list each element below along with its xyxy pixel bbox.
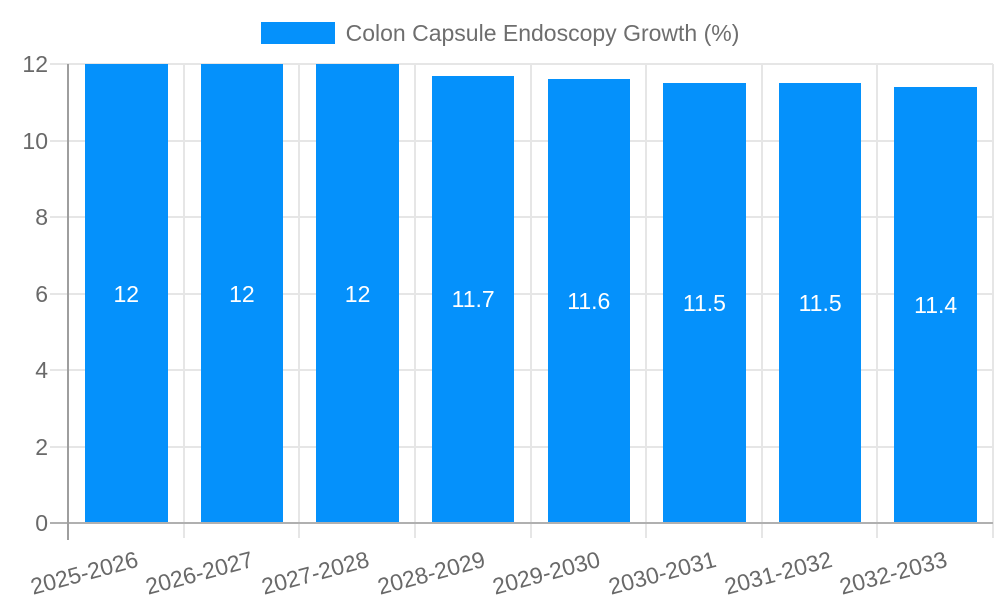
- y-axis-label: 10: [22, 127, 48, 154]
- gridline: [50, 445, 993, 448]
- bar-value-label: 11.4: [914, 292, 958, 318]
- x-axis-baseline: [50, 522, 993, 524]
- x-axis-label: 2028-2029: [374, 546, 488, 600]
- x-axis-label: 2032-2033: [836, 546, 950, 600]
- y-axis-label: 8: [35, 204, 48, 230]
- vertical-gridline: [413, 64, 416, 538]
- vertical-gridline: [529, 64, 532, 538]
- bar[interactable]: [663, 83, 746, 523]
- y-axis-label: 2: [35, 433, 48, 460]
- bar[interactable]: [431, 75, 515, 523]
- bar-value-label: 11.5: [682, 290, 726, 317]
- x-axis-label: 2030-2031: [605, 546, 719, 600]
- bar[interactable]: [778, 83, 862, 523]
- y-axis-label: 4: [35, 357, 48, 383]
- y-axis-label: 6: [35, 280, 48, 307]
- vertical-gridline: [760, 64, 763, 538]
- vertical-gridline: [298, 64, 301, 538]
- bar[interactable]: [85, 64, 168, 523]
- x-axis-label: 2027-2028: [258, 546, 372, 600]
- vertical-gridline: [645, 64, 648, 538]
- bar[interactable]: [200, 64, 284, 523]
- bar-value-label: 12: [344, 280, 371, 307]
- bar-value-label: 11.6: [567, 288, 611, 315]
- gridline: [50, 216, 993, 218]
- gridline: [50, 369, 993, 371]
- bar[interactable]: [316, 64, 399, 523]
- y-axis-label: 12: [22, 51, 48, 77]
- vertical-gridline: [992, 64, 994, 538]
- x-axis-label: 2025-2026: [27, 546, 141, 600]
- bar[interactable]: [547, 79, 631, 523]
- bar-value-label: 12: [113, 280, 140, 307]
- x-axis-label: 2029-2030: [490, 546, 604, 600]
- gridline: [50, 292, 993, 295]
- bar-value-label: 11.7: [451, 286, 495, 313]
- y-axis-line: [67, 64, 69, 540]
- bar-value-label: 11.5: [798, 290, 842, 317]
- legend[interactable]: Colon Capsule Endoscopy Growth (%): [0, 20, 1000, 46]
- gridline: [50, 139, 993, 142]
- x-axis-label: 2031-2032: [721, 546, 835, 600]
- legend-swatch-icon: [260, 22, 335, 44]
- bar[interactable]: [894, 86, 977, 523]
- legend-label: Colon Capsule Endoscopy Growth (%): [345, 20, 740, 46]
- gridline: [50, 63, 993, 65]
- vertical-gridline: [876, 64, 879, 538]
- y-axis-label: 0: [35, 510, 48, 536]
- bar-value-label: 12: [229, 280, 255, 307]
- x-axis-label: 2026-2027: [143, 546, 257, 600]
- vertical-gridline: [182, 64, 185, 538]
